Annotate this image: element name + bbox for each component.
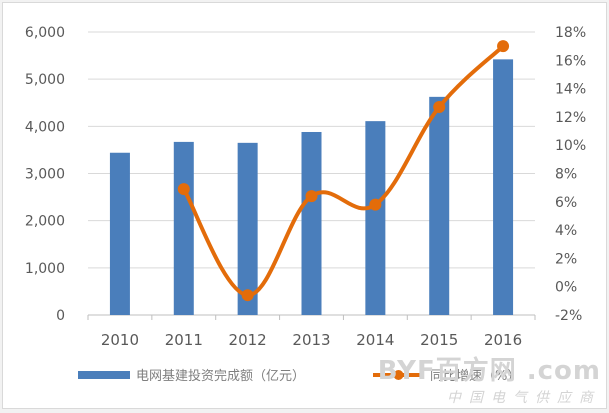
- growth-marker: [177, 183, 190, 196]
- right-axis-tick: -2%: [555, 308, 582, 324]
- right-axis-tick: 12%: [555, 110, 586, 126]
- left-axis-tick: 5,000: [25, 72, 65, 88]
- growth-marker: [305, 190, 318, 203]
- x-axis-label: 2014: [356, 331, 394, 349]
- left-axis-tick: 1,000: [25, 261, 65, 277]
- left-axis-tick: 6,000: [25, 25, 65, 41]
- right-axis-tick: 8%: [555, 167, 577, 183]
- growth-marker: [433, 100, 446, 113]
- x-axis-label: 2011: [165, 331, 203, 349]
- bar-2010: [109, 152, 130, 315]
- bar-2016: [493, 59, 514, 316]
- left-axis-tick: 3,000: [25, 167, 65, 183]
- bar-2014: [365, 121, 386, 316]
- growth-marker: [497, 40, 510, 53]
- legend-bar-swatch: [78, 371, 130, 379]
- x-axis-label: 2013: [292, 331, 330, 349]
- right-axis-tick: 6%: [555, 195, 577, 211]
- right-axis-tick: 2%: [555, 251, 577, 267]
- right-axis-tick: 14%: [555, 82, 586, 98]
- chart-frame: 0 1,000 2,000 3,000 4,000 5,000 6,000 -2% 0% 2% 4%…: [2, 2, 607, 409]
- right-axis-tick: 10%: [555, 138, 586, 154]
- bar-2011: [173, 141, 194, 315]
- right-axis-tick: 18%: [555, 25, 586, 41]
- legend-bar-label: 电网基建投资完成额（亿元）: [136, 368, 305, 384]
- growth-marker: [241, 289, 254, 302]
- right-axis-tick: 4%: [555, 223, 577, 239]
- x-axis-label: 2012: [229, 331, 267, 349]
- growth-marker: [369, 198, 382, 211]
- right-axis-tick: 16%: [555, 53, 586, 69]
- bar-2013: [301, 131, 322, 315]
- legend-line-label: 同比增速（%）: [430, 369, 520, 384]
- left-axis-tick: 2,000: [25, 214, 65, 230]
- x-axis-label: 2010: [101, 331, 139, 349]
- watermark-logo: BYF百方网 .com: [377, 356, 601, 386]
- left-axis-tick: 4,000: [25, 119, 65, 135]
- legend-line-marker: [393, 370, 404, 380]
- bar-2015: [429, 96, 450, 316]
- bar-2012: [237, 142, 258, 315]
- right-axis-tick: 0%: [555, 280, 577, 296]
- watermark: BYF百方网 .com 中国电气供应商: [378, 350, 601, 407]
- x-axis-label: 2016: [484, 331, 522, 349]
- watermark-subtitle: 中国电气供应商: [447, 390, 601, 406]
- x-axis-label: 2015: [420, 331, 458, 349]
- combo-chart: 0 1,000 2,000 3,000 4,000 5,000 6,000 -2% 0% 2% 4%…: [25, 25, 586, 384]
- growth-line: [181, 44, 506, 298]
- left-axis-tick: 0: [56, 308, 65, 324]
